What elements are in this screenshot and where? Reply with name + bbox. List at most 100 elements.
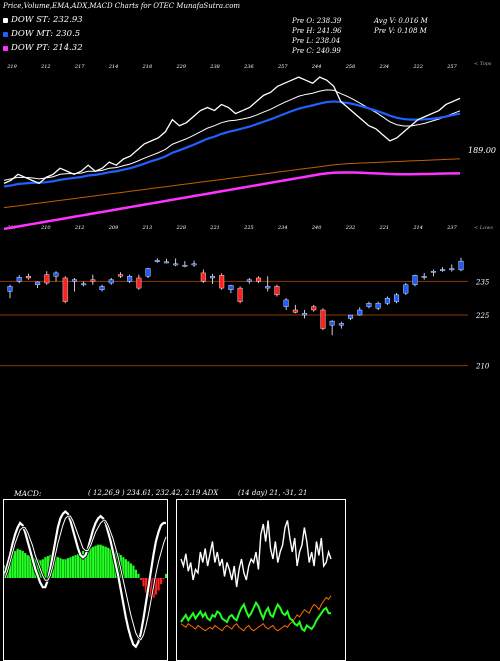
candle [348, 314, 354, 321]
macd-bar [92, 546, 95, 578]
candle [173, 258, 179, 267]
candle [338, 321, 344, 329]
candle-body [145, 268, 151, 277]
legend-label-mt: DOW MT: 230.5 [11, 29, 81, 39]
macd-bar [61, 559, 65, 578]
adx-lines [179, 519, 333, 633]
candle-body [219, 275, 225, 289]
low-label: 221 [209, 225, 220, 231]
candle-body [449, 268, 455, 271]
top-label: 257 [277, 64, 288, 70]
legend-item-pt: DOW PT: 214.32 [3, 43, 83, 53]
top-label: 238 [209, 64, 220, 70]
candle [44, 271, 50, 285]
macd-bar [31, 557, 34, 578]
macd-label: MACD: [14, 489, 42, 498]
macd-bar [122, 557, 125, 578]
candle-body [182, 264, 188, 267]
candle-body [366, 303, 372, 307]
candle [108, 277, 114, 285]
candle-body [357, 309, 363, 316]
candle [403, 283, 409, 295]
candle [292, 304, 298, 314]
candle [71, 277, 77, 292]
macd-bar [134, 569, 138, 578]
candles [7, 257, 464, 336]
macd-bar [11, 553, 14, 578]
macd-bar [97, 544, 100, 578]
ema-line-mt [3, 100, 461, 188]
lows-label: < Lows [474, 225, 493, 231]
candle [182, 261, 188, 268]
price-grid: 235 225 210 [0, 278, 490, 371]
adx-panel [176, 499, 346, 661]
low-label: 213 [142, 225, 153, 231]
ema-line-lt [3, 158, 461, 209]
candle-body [394, 294, 400, 302]
candle-body [375, 303, 381, 309]
candle-body [35, 281, 41, 285]
candle [90, 274, 96, 285]
candle [163, 258, 169, 264]
macd-bar [76, 554, 80, 578]
macd-bar [94, 545, 97, 578]
candle [302, 310, 308, 319]
candle [81, 281, 87, 287]
macd-bar [165, 573, 167, 578]
candle-body [44, 274, 50, 284]
macd-params: ( 12,26,9 ) 234.61, 232.42, 2.19 ADX [88, 489, 219, 497]
candle-body [329, 320, 335, 326]
macd-bar [112, 549, 115, 578]
candle-body [127, 276, 133, 282]
macd-bar [54, 556, 57, 578]
macd-panel [3, 499, 168, 661]
candle-body [7, 286, 13, 292]
candle-body [25, 276, 31, 279]
macd-bar [26, 555, 29, 578]
candle-body [265, 286, 271, 289]
candle-body [209, 276, 215, 279]
candle-body [237, 287, 243, 302]
candle-body [117, 274, 123, 277]
chart-title: Price,Volume,EMA,ADX,MACD Charts for OTE… [3, 2, 241, 10]
macd-bar [124, 559, 127, 578]
top-label: 234 [379, 64, 390, 70]
candle [228, 284, 234, 294]
top-label: 229 [175, 64, 186, 70]
candle [329, 320, 335, 336]
top-label: 218 [142, 64, 153, 70]
stat-3: Pre C: 240.99 [292, 47, 341, 55]
top-label: 219 [6, 64, 17, 70]
candle [283, 298, 289, 310]
macd-bar [71, 556, 75, 578]
low-label: 232 [345, 225, 356, 231]
candle [430, 269, 436, 277]
candle [265, 276, 271, 292]
macd-bar [21, 550, 24, 578]
low-label: 225 [243, 225, 254, 231]
candle [274, 284, 280, 297]
candle [421, 272, 427, 280]
legend-label-pt: DOW PT: 214.32 [11, 43, 83, 53]
adx-line [180, 520, 332, 588]
macd-bar [79, 553, 82, 578]
candle [246, 277, 252, 284]
macd-bar [24, 553, 27, 578]
macd-bar [46, 556, 49, 578]
candle [136, 274, 142, 290]
candle [375, 301, 381, 310]
minus-di-line [180, 595, 332, 632]
macd-bar [132, 565, 135, 578]
candle [357, 307, 363, 316]
top-label: 222 [412, 64, 423, 70]
macd-bar [162, 578, 165, 580]
macd-bar [69, 557, 72, 578]
candle [449, 264, 455, 272]
candle [394, 293, 400, 304]
macd-bar [159, 578, 163, 585]
signal_line [4, 515, 167, 641]
macd-bar [139, 578, 143, 581]
candle-body [200, 272, 206, 282]
candle [412, 274, 418, 287]
low-label: 221 [379, 225, 390, 231]
